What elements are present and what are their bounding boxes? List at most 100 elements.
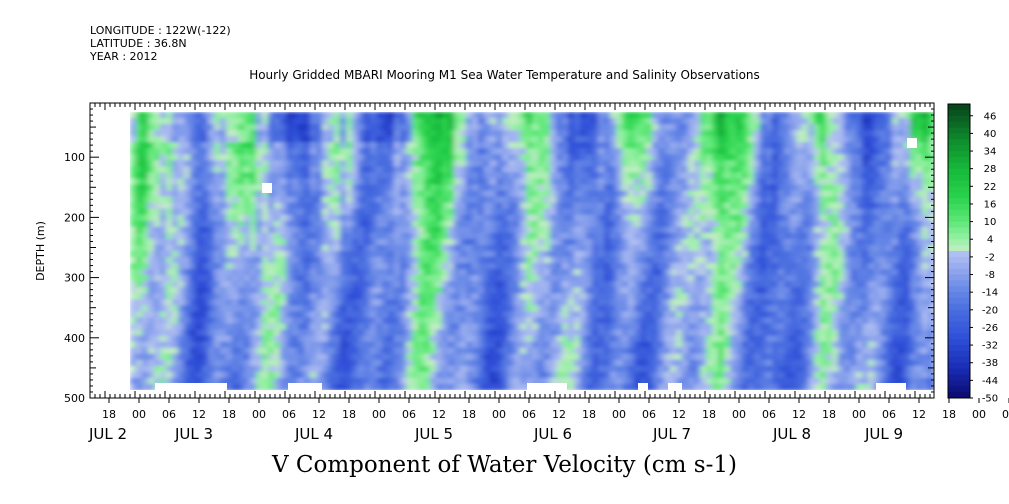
heatmap-cell bbox=[310, 311, 317, 319]
heatmap-cell bbox=[466, 365, 473, 373]
heatmap-cell bbox=[154, 160, 161, 167]
heatmap-cell bbox=[208, 184, 215, 192]
heatmap-cell bbox=[526, 202, 533, 210]
heatmap-cell bbox=[262, 299, 269, 306]
heatmap-cell bbox=[628, 323, 635, 331]
heatmap-cell bbox=[442, 281, 449, 288]
heatmap-cell bbox=[250, 214, 257, 222]
heatmap-cell bbox=[430, 377, 437, 385]
heatmap-cell bbox=[130, 154, 137, 161]
heatmap-cell bbox=[442, 377, 449, 385]
heatmap-cell bbox=[202, 281, 209, 288]
heatmap-cell bbox=[652, 275, 659, 282]
heatmap-cell bbox=[472, 118, 479, 125]
heatmap-cell bbox=[772, 172, 779, 180]
heatmap-cell bbox=[418, 118, 425, 125]
heatmap-cell bbox=[316, 124, 323, 131]
heatmap-cell bbox=[562, 142, 569, 149]
heatmap-cell bbox=[364, 353, 371, 361]
heatmap-cell bbox=[742, 166, 749, 174]
heatmap-cell bbox=[232, 383, 239, 390]
heatmap-cell bbox=[586, 263, 593, 270]
heatmap-cell bbox=[346, 196, 353, 204]
heatmap-cell bbox=[292, 244, 299, 252]
heatmap-cell bbox=[700, 263, 707, 270]
heatmap-cell bbox=[298, 142, 305, 149]
heatmap-cell bbox=[460, 335, 467, 343]
heatmap-cell bbox=[700, 299, 707, 306]
heatmap-cell bbox=[322, 299, 329, 306]
heatmap-cell bbox=[316, 142, 323, 149]
heatmap-cell bbox=[262, 172, 269, 180]
heatmap-cell bbox=[364, 299, 371, 306]
heatmap-cell bbox=[634, 359, 641, 367]
heatmap-cell bbox=[574, 359, 581, 367]
heatmap-cell bbox=[676, 377, 683, 385]
heatmap-cell bbox=[298, 238, 305, 246]
heatmap-cell bbox=[634, 124, 641, 131]
heatmap-cell bbox=[298, 214, 305, 222]
heatmap-cell bbox=[376, 293, 383, 300]
heatmap-cell bbox=[286, 359, 293, 367]
heatmap-cell bbox=[688, 287, 695, 294]
heatmap-cell bbox=[220, 281, 227, 288]
heatmap-cell bbox=[166, 359, 173, 367]
heatmap-cell bbox=[598, 383, 605, 390]
heatmap-cell bbox=[610, 190, 617, 198]
heatmap-cell bbox=[754, 365, 761, 373]
heatmap-cell bbox=[304, 293, 311, 300]
heatmap-cell bbox=[286, 130, 293, 137]
heatmap-cell bbox=[778, 160, 785, 167]
heatmap-cell bbox=[568, 305, 575, 313]
heatmap-cell bbox=[766, 118, 773, 125]
heatmap-cell bbox=[328, 335, 335, 343]
heatmap-cell bbox=[466, 214, 473, 222]
heatmap-cell bbox=[478, 118, 485, 125]
heatmap-cell bbox=[346, 365, 353, 373]
heatmap-cell bbox=[718, 244, 725, 252]
heatmap-cell bbox=[442, 154, 449, 161]
heatmap-cell bbox=[694, 166, 701, 174]
heatmap-cell bbox=[544, 196, 551, 204]
heatmap-cell bbox=[622, 196, 629, 204]
heatmap-cell bbox=[568, 269, 575, 276]
heatmap-cell bbox=[262, 166, 269, 174]
heatmap-cell bbox=[298, 341, 305, 349]
heatmap-cell bbox=[268, 335, 275, 343]
heatmap-cell bbox=[532, 148, 539, 155]
heatmap-cell bbox=[520, 329, 527, 337]
heatmap-cell bbox=[736, 293, 743, 300]
heatmap-cell bbox=[400, 287, 407, 294]
heatmap-cell bbox=[646, 148, 653, 155]
heatmap-cell bbox=[550, 299, 557, 306]
heatmap-cell bbox=[466, 275, 473, 282]
heatmap-cell bbox=[262, 371, 269, 379]
heatmap-cell bbox=[730, 244, 737, 252]
heatmap-cell bbox=[166, 178, 173, 186]
heatmap-cell bbox=[532, 112, 539, 119]
heatmap-cell bbox=[664, 257, 671, 264]
heatmap-cell bbox=[676, 190, 683, 198]
heatmap-cell bbox=[658, 220, 665, 228]
heatmap-cell bbox=[346, 347, 353, 355]
heatmap-cell bbox=[454, 166, 461, 174]
heatmap-cell bbox=[754, 335, 761, 343]
heatmap-cell bbox=[190, 263, 197, 270]
heatmap-cell bbox=[526, 347, 533, 355]
heatmap-cell bbox=[172, 202, 179, 210]
heatmap-cell bbox=[544, 347, 551, 355]
heatmap-cell bbox=[640, 244, 647, 252]
heatmap-cell bbox=[190, 299, 197, 306]
heatmap-cell bbox=[664, 166, 671, 174]
heatmap-cell bbox=[526, 359, 533, 367]
heatmap-cell bbox=[526, 208, 533, 216]
heatmap-cell bbox=[778, 190, 785, 198]
heatmap-cell bbox=[340, 214, 347, 222]
heatmap-cell bbox=[760, 142, 767, 149]
heatmap-cell bbox=[634, 347, 641, 355]
heatmap-cell bbox=[754, 353, 761, 361]
heatmap-cell bbox=[250, 166, 257, 174]
heatmap-cell bbox=[226, 293, 233, 300]
heatmap-cell bbox=[610, 353, 617, 361]
heatmap-cell bbox=[394, 166, 401, 174]
